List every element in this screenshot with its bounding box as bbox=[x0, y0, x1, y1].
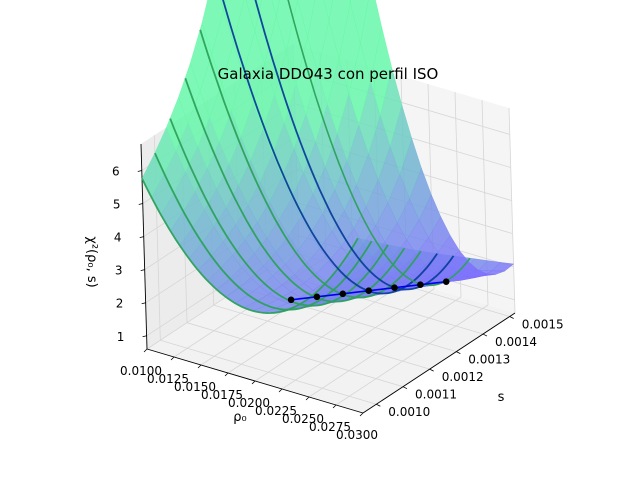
y-tick-label: 0.0010 bbox=[388, 405, 430, 419]
y-axis-line bbox=[362, 312, 516, 414]
z-axis-label: χ²(ρ₀, s) bbox=[84, 236, 99, 287]
x-tick-mark bbox=[278, 388, 283, 393]
minimum-point bbox=[365, 287, 373, 295]
grid-line-x bbox=[281, 288, 435, 390]
section-curve bbox=[169, 118, 389, 307]
minimum-point bbox=[442, 278, 450, 286]
section-curve bbox=[154, 152, 373, 311]
y-tick-label: 0.0015 bbox=[522, 318, 564, 332]
x-tick-label: 0.0100 bbox=[120, 364, 162, 378]
y-tick-mark bbox=[429, 368, 434, 372]
z-tick-mark bbox=[140, 269, 145, 272]
x-tick-mark bbox=[224, 372, 229, 377]
grid-line-x bbox=[508, 107, 516, 314]
y-tick-mark bbox=[482, 333, 488, 337]
section-curve bbox=[287, 0, 471, 287]
grid-line-x bbox=[335, 304, 489, 406]
z-tick-label: 1 bbox=[117, 330, 125, 344]
section-curve bbox=[141, 178, 359, 315]
surface-cell bbox=[297, 0, 316, 38]
y-tick-mark bbox=[402, 386, 408, 390]
grid-line-y bbox=[213, 304, 430, 370]
z-tick-mark bbox=[137, 170, 142, 172]
surface-cell bbox=[271, 0, 280, 17]
grid-line-y bbox=[160, 339, 377, 405]
z-tick-label: 2 bbox=[116, 297, 124, 311]
minimum-point bbox=[417, 281, 424, 289]
x-tick-label: 0.0200 bbox=[228, 396, 270, 410]
minimum-point bbox=[313, 293, 321, 301]
surface-cell bbox=[349, 0, 351, 3]
x-tick-mark bbox=[143, 348, 148, 353]
x-tick-label: 0.0275 bbox=[309, 420, 351, 434]
x-tick-mark bbox=[359, 412, 364, 417]
z-tick-label: 3 bbox=[115, 264, 123, 278]
y-tick-label: 0.0011 bbox=[415, 388, 457, 402]
grid-line-x bbox=[254, 280, 408, 382]
x-tick-mark bbox=[170, 356, 175, 361]
x-tick-mark bbox=[332, 404, 337, 409]
x-tick-label: 0.0125 bbox=[147, 372, 189, 386]
y-tick-mark bbox=[376, 403, 381, 407]
chart-title: Galaxia DDO43 con perfil ISO bbox=[218, 65, 439, 83]
minimum-point bbox=[287, 296, 295, 304]
grid-line-x bbox=[308, 296, 462, 398]
z-tick-mark bbox=[142, 335, 147, 338]
z-tick-mark bbox=[141, 302, 146, 305]
section-curves bbox=[141, 0, 471, 315]
z-tick-mark bbox=[139, 236, 144, 238]
x-tick-label: 0.0225 bbox=[255, 404, 297, 418]
y-tick-label: 0.0012 bbox=[442, 370, 484, 384]
y-tick-mark bbox=[509, 316, 514, 319]
tick-labels: 0.01000.01250.01500.01750.02000.02250.02… bbox=[112, 165, 564, 443]
minimum-path bbox=[287, 278, 450, 304]
minimum-point bbox=[391, 284, 398, 292]
z-tick-label: 4 bbox=[114, 231, 122, 245]
y-tick-mark bbox=[456, 351, 461, 354]
x-tick-mark bbox=[251, 380, 256, 385]
x-tick-label: 0.0175 bbox=[201, 388, 243, 402]
y-tick-label: 0.0014 bbox=[495, 335, 537, 349]
grid-line-y bbox=[186, 322, 404, 388]
surface-cell bbox=[350, 0, 369, 44]
x-tick-label: 0.0250 bbox=[282, 412, 324, 426]
surface-cell bbox=[323, 0, 333, 21]
x-tick-mark bbox=[305, 396, 310, 401]
y-tick-label: 0.0013 bbox=[468, 353, 510, 367]
z-tick-mark bbox=[138, 203, 143, 205]
axis-lines bbox=[137, 143, 516, 417]
minimum-point bbox=[339, 290, 347, 298]
z-tick-label: 5 bbox=[113, 198, 121, 212]
x-tick-label: 0.0150 bbox=[174, 380, 216, 394]
y-axis-label: s bbox=[498, 390, 505, 405]
x-tick-mark bbox=[197, 364, 202, 369]
surface-cell bbox=[223, 0, 245, 45]
x-tick-label: 0.0300 bbox=[336, 428, 378, 442]
x-axis-label: ρ₀ bbox=[233, 410, 246, 425]
z-tick-label: 6 bbox=[112, 165, 120, 179]
